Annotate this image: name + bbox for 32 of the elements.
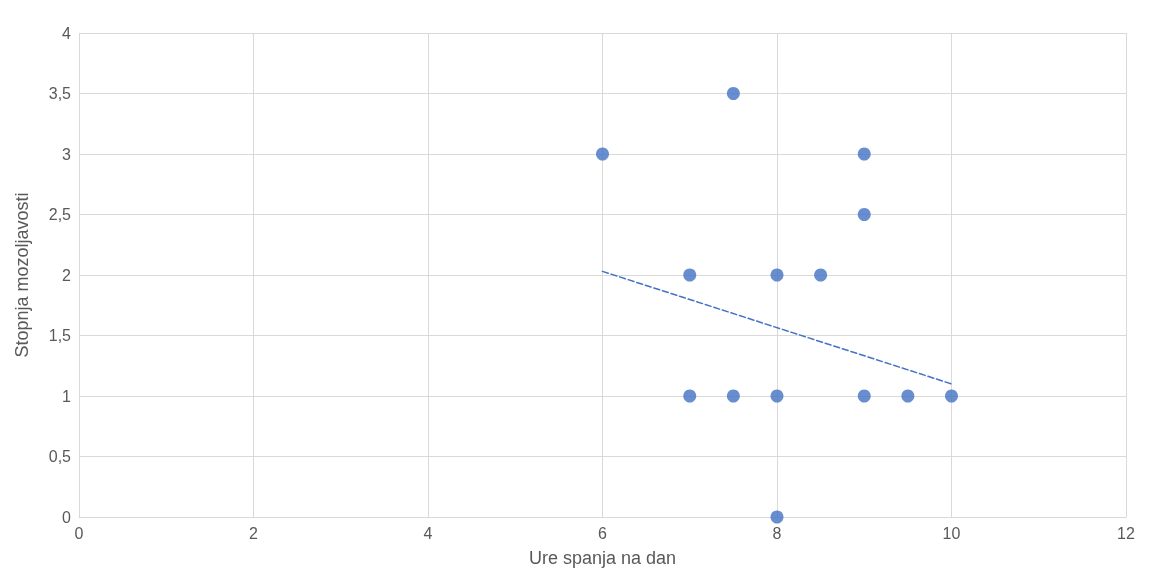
point <box>857 208 871 221</box>
x-tick-label: 8 <box>772 524 782 542</box>
point <box>683 389 697 403</box>
point <box>770 510 784 524</box>
x-axis-title: Ure spanja na dan <box>528 548 677 568</box>
x-tick-label: 10 <box>942 524 961 542</box>
y-tick-label: 4 <box>62 24 72 42</box>
x-tick-label: 6 <box>598 524 608 542</box>
point <box>945 389 958 403</box>
point <box>857 147 871 161</box>
y-tick-label: 2 <box>62 266 72 284</box>
x-tick-label: 4 <box>423 524 433 542</box>
x-tick-label: 2 <box>249 524 259 542</box>
y-tick-label: 3,5 <box>48 85 72 102</box>
point <box>683 268 697 282</box>
point <box>770 268 784 282</box>
point <box>726 389 740 403</box>
point <box>901 389 915 403</box>
y-tick-label: 1,5 <box>48 327 72 344</box>
y-tick-label: 3 <box>62 145 72 163</box>
x-tick-label: 0 <box>74 524 84 542</box>
y-tick-label: 0,5 <box>48 448 72 465</box>
x-tick-label: 12 <box>1117 524 1135 542</box>
y-tick-label: 2,5 <box>48 206 72 223</box>
point <box>814 268 828 282</box>
point <box>726 87 740 100</box>
point <box>770 389 784 403</box>
point <box>596 147 609 161</box>
y-tick-label: 0 <box>62 508 72 526</box>
y-tick-label: 1 <box>62 387 72 405</box>
y-axis-title: Stopnja mozoljavosti <box>12 192 32 358</box>
point <box>857 389 871 403</box>
